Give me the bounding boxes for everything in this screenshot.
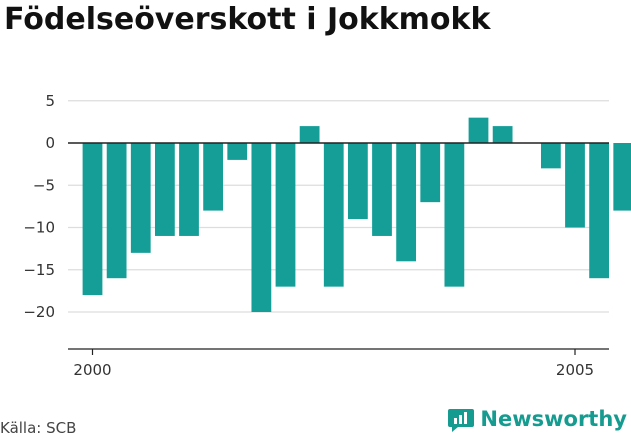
- bar: [347, 143, 368, 220]
- bar: [565, 143, 585, 228]
- bar: [420, 143, 441, 203]
- brand-logo: Newsworthy: [447, 405, 627, 433]
- y-tick-label: 5: [45, 92, 55, 110]
- y-tick-label: −10: [23, 219, 55, 237]
- bar: [130, 143, 151, 253]
- bar: [613, 143, 631, 211]
- bar: [468, 117, 489, 143]
- bars: [82, 117, 631, 312]
- newsworthy-chart-icon: [448, 409, 475, 432]
- bar: [82, 143, 103, 296]
- bar: [589, 143, 610, 279]
- bar: [372, 143, 392, 236]
- y-tick-label: −20: [23, 303, 55, 321]
- x-tick-label: 2000: [73, 361, 111, 379]
- y-tick-label: −5: [33, 176, 55, 194]
- bar: [179, 143, 199, 236]
- source-label: Källa: SCB: [0, 419, 77, 437]
- brand-name: Newsworthy: [480, 407, 627, 431]
- bar: [540, 143, 561, 169]
- chart-title: Födelseöverskott i Jokkmokk: [4, 2, 491, 37]
- bar: [299, 126, 320, 143]
- bar: [154, 143, 175, 236]
- bar: [492, 126, 513, 143]
- bar: [106, 143, 127, 279]
- bar: [251, 143, 272, 312]
- y-tick-label: 0: [45, 134, 55, 152]
- bar: [396, 143, 417, 262]
- bar: [203, 143, 224, 211]
- bar: [444, 143, 465, 287]
- bar: [227, 143, 248, 160]
- bar: [323, 143, 344, 287]
- x-tick-label: 2005: [556, 361, 594, 379]
- bar: [275, 143, 296, 287]
- x-axis-ticks: 200020052010201520202025: [73, 349, 594, 379]
- y-axis-tick-labels: 5 0 −5 −10 −15 −20: [23, 92, 55, 321]
- bar-chart: 50−5−10−15−20 200020052010201520202025: [23, 92, 631, 379]
- y-tick-label: −15: [23, 261, 55, 279]
